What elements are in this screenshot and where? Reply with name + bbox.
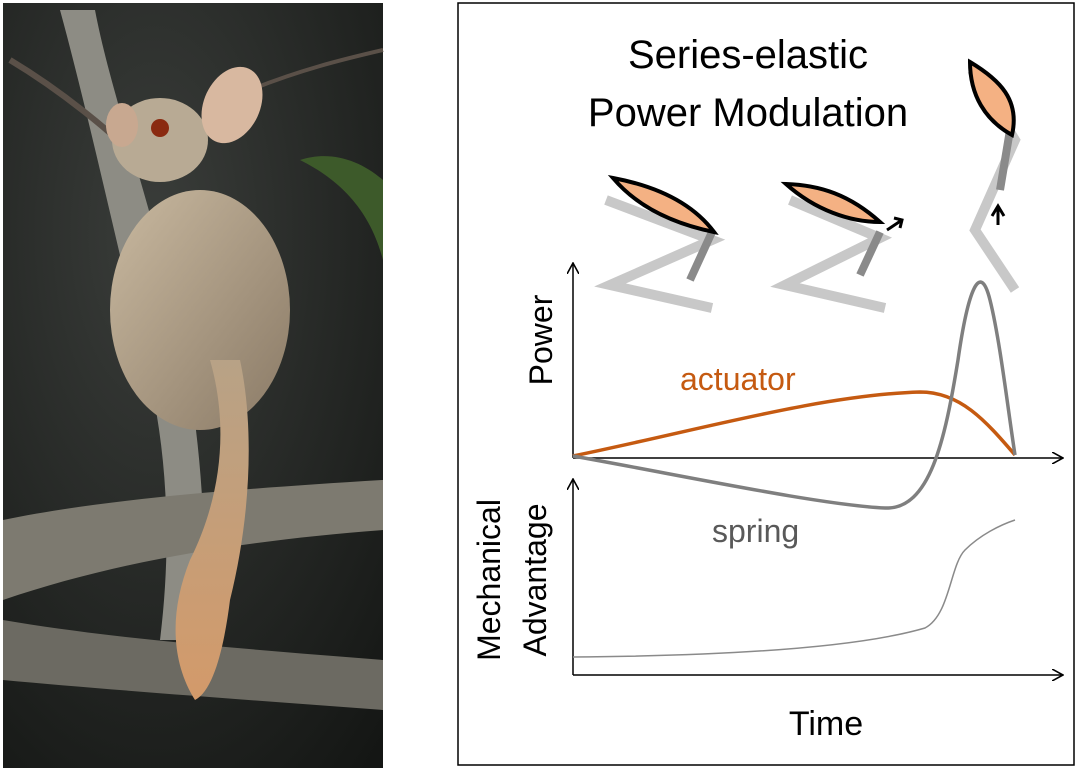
actuator-label: actuator (680, 361, 796, 397)
galago-tail (175, 360, 249, 700)
galago-ear (106, 103, 138, 147)
leg-icon (594, 174, 726, 313)
galago-eye (151, 119, 169, 137)
title: Series-elastic (628, 33, 868, 77)
title: Power Modulation (588, 91, 908, 135)
branch (60, 10, 204, 640)
ma-axis-label: Mechanical (471, 499, 507, 661)
spring-curve (572, 280, 1017, 510)
ma-curve (572, 519, 1016, 658)
spring-label: spring (712, 513, 799, 549)
leg-icon (967, 58, 1021, 293)
panel-border (457, 2, 1075, 766)
leaf (300, 156, 383, 260)
photo (3, 3, 384, 768)
leg-icon (770, 181, 904, 313)
ma-axis-label: Advantage (517, 503, 553, 656)
galago-ear (201, 66, 263, 144)
actuator-curve (572, 390, 1017, 458)
branch (3, 480, 383, 600)
axes (573, 264, 1062, 675)
twig (249, 48, 384, 92)
time-axis-label: Time (789, 705, 863, 743)
galago-body (110, 190, 290, 430)
power-axis-label: Power (523, 294, 559, 385)
